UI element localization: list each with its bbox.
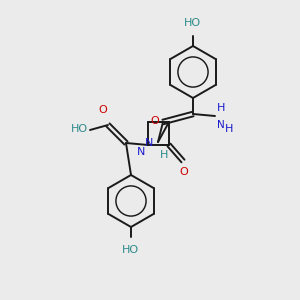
Text: N: N xyxy=(136,147,145,157)
Text: HO: HO xyxy=(183,18,201,28)
Text: O: O xyxy=(151,116,159,126)
Text: O: O xyxy=(180,167,188,177)
Text: HO: HO xyxy=(71,124,88,134)
Text: O: O xyxy=(99,105,107,115)
Text: HO: HO xyxy=(122,245,139,255)
Text: N: N xyxy=(145,138,153,148)
Text: H: H xyxy=(160,150,168,160)
Text: H: H xyxy=(225,124,233,134)
Text: N: N xyxy=(217,120,225,130)
Text: H: H xyxy=(217,103,225,113)
